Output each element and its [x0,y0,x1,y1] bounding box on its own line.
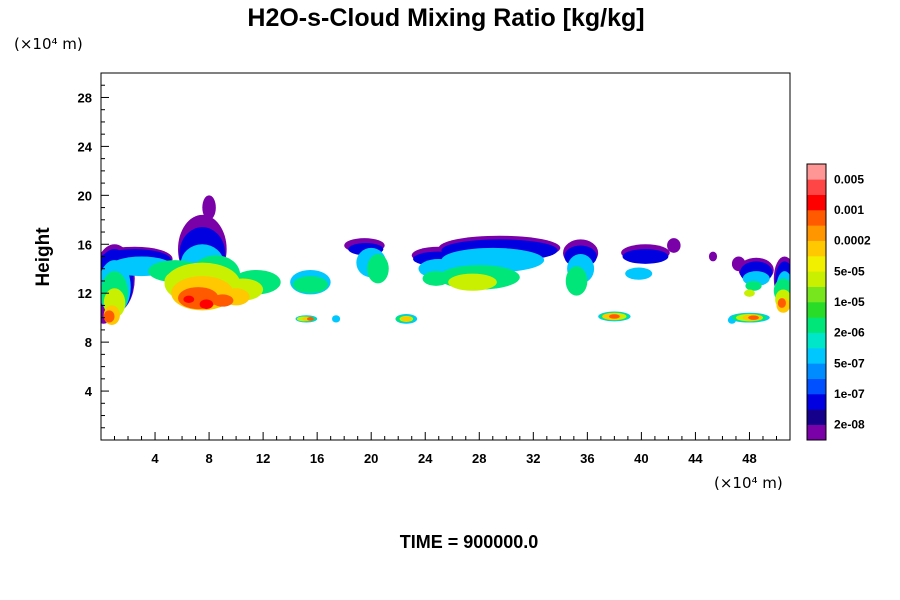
cloud-contour [307,317,314,321]
cloud-contour [745,280,762,291]
colorbar-swatch [807,225,826,241]
colorbar-label: 2e-06 [834,326,865,340]
cloud-contour [422,271,450,286]
cloud-contour [708,251,718,262]
colorbar-swatch [807,256,826,272]
colorbar-label: 0.005 [834,172,864,186]
y-tick-label: 24 [78,139,93,154]
cloud-field [101,195,790,326]
cloud-contour [400,316,412,322]
y-tick-label: 20 [78,188,92,203]
y-axis-label: Height [33,227,54,287]
colorbar-swatch [807,240,826,257]
colorbar-swatch [807,409,826,425]
colorbar-swatch [807,332,826,349]
cloud-contour [744,289,755,297]
y-tick-label: 12 [78,286,92,301]
x-unit-label: (×10⁴ m) [714,474,783,492]
cloud-contour [103,310,115,323]
colorbar-swatch [807,424,826,441]
chart-title: H2O-s-Cloud Mixing Ratio [kg/kg] [247,4,644,32]
colorbar-swatch [807,363,826,379]
x-tick-label: 40 [634,451,648,466]
colorbar-swatch [807,302,826,318]
cloud-contour [211,294,234,307]
cloud-contour [777,298,786,308]
y-tick-label: 16 [78,237,92,252]
colorbar-swatch [807,194,826,211]
x-tick-label: 32 [526,451,540,466]
cloud-contour [183,295,195,303]
cloud-contour [202,195,216,220]
colorbar-label: 1e-05 [834,295,865,309]
colorbar-swatch [807,164,826,180]
cloud-contour [292,276,328,294]
cloud-contour [448,273,497,291]
colorbar-swatch [807,348,826,364]
x-tick-label: 12 [256,451,270,466]
time-footer: TIME = 900000.0 [400,532,539,552]
colorbar-swatch [807,378,826,395]
x-tick-label: 4 [151,451,159,466]
x-tick-label: 24 [418,451,433,466]
colorbar: 2e-08 1e-07 5e-07 2e-06 1e-05 5e-05 0.0002 0.00… [806,163,871,441]
colorbar-label: 0.001 [834,203,864,217]
cloud-contour [367,254,389,284]
y-tick-label: 28 [78,90,92,105]
colorbar-label: 0.0002 [834,234,871,248]
y-axis: 4 8 12 16 20 24 28 [78,84,109,429]
colorbar-label: 1e-07 [834,387,865,401]
cloud-contour [625,267,653,280]
y-tick-label: 4 [85,384,93,399]
cloud-contour [332,315,341,323]
y-unit-label: (×10⁴ m) [14,35,83,53]
colorbar-swatch [807,317,826,333]
colorbar-swatch [807,271,826,287]
cloud-contour [622,249,669,264]
cloud-contour [199,299,214,310]
x-tick-label: 20 [364,451,378,466]
colorbar-swatch [807,210,826,226]
colorbar-label: 5e-07 [834,356,865,370]
colorbar-label: 5e-05 [834,264,865,278]
x-tick-label: 16 [310,451,324,466]
cloud-contour [565,266,588,296]
cloud-contour [608,314,620,319]
cloud-contour [748,315,759,320]
colorbar-swatch [807,179,826,195]
colorbar-frame [806,163,827,441]
cloud-contour [667,238,681,253]
x-tick-label: 36 [580,451,594,466]
colorbar-swatch [807,394,826,410]
x-axis: 4 8 12 16 20 24 28 32 36 40 44 48 [114,432,777,466]
x-tick-label: 48 [742,451,756,466]
colorbar-label: 2e-08 [834,418,865,432]
x-tick-label: 28 [472,451,486,466]
x-tick-label: 8 [205,451,212,466]
colorbar-swatch [807,286,826,303]
x-tick-label: 44 [688,451,703,466]
y-tick-label: 8 [85,335,92,350]
